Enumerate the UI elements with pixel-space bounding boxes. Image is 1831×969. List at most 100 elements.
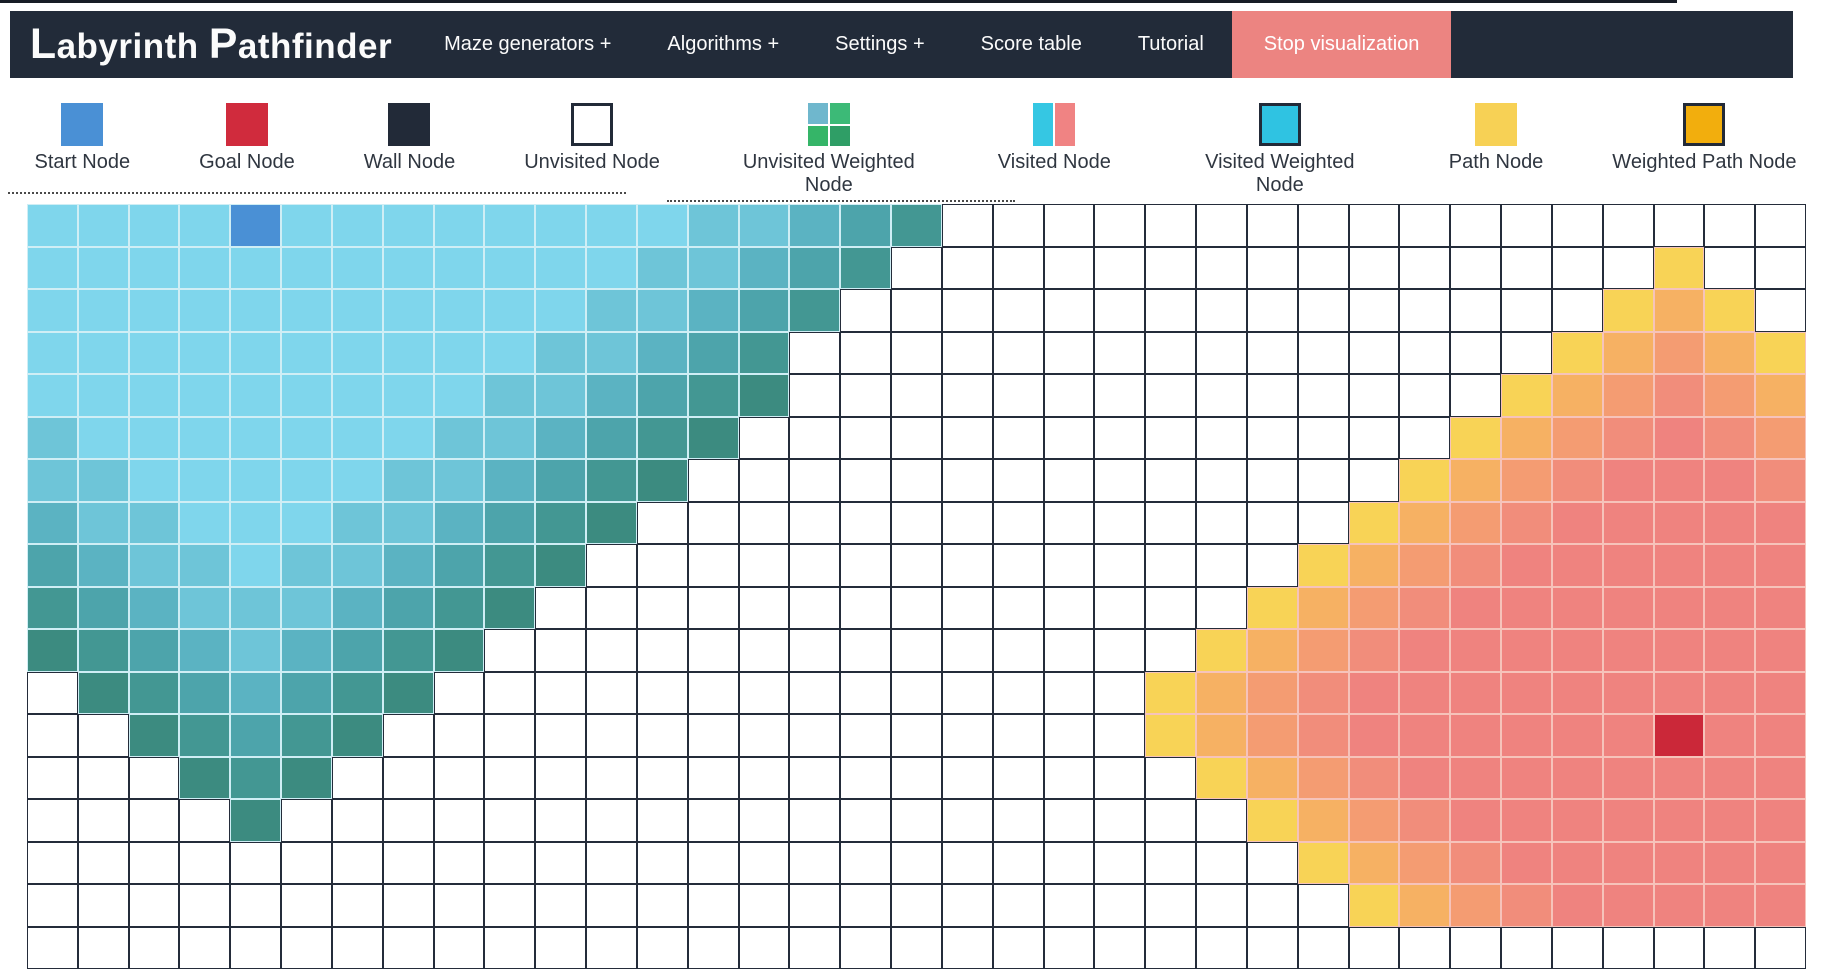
visited-cell[interactable] xyxy=(1755,714,1806,757)
unvisited-cell[interactable] xyxy=(1501,247,1552,290)
unvisited-cell[interactable] xyxy=(942,332,993,375)
unvisited-cell[interactable] xyxy=(637,629,688,672)
visited-cell[interactable] xyxy=(637,204,688,247)
visited-cell[interactable] xyxy=(1399,672,1450,715)
unvisited-cell[interactable] xyxy=(840,502,891,545)
unvisited-cell[interactable] xyxy=(1145,757,1196,800)
unvisited-cell[interactable] xyxy=(637,714,688,757)
unvisited-cell[interactable] xyxy=(1247,842,1298,885)
unvisited-cell[interactable] xyxy=(688,927,739,969)
visited-cell[interactable] xyxy=(1450,587,1501,630)
unvisited-cell[interactable] xyxy=(1755,247,1806,290)
unvisited-cell[interactable] xyxy=(1094,672,1145,715)
unvisited-cell[interactable] xyxy=(1298,502,1349,545)
unvisited-cell[interactable] xyxy=(789,714,840,757)
unvisited-cell[interactable] xyxy=(1196,799,1247,842)
visited-cell[interactable] xyxy=(1552,884,1603,927)
visited-cell[interactable] xyxy=(1501,459,1552,502)
visited-cell[interactable] xyxy=(27,247,78,290)
visited-cell[interactable] xyxy=(230,544,281,587)
visited-cell[interactable] xyxy=(129,544,180,587)
visited-cell[interactable] xyxy=(484,544,535,587)
visited-cell[interactable] xyxy=(230,247,281,290)
unvisited-cell[interactable] xyxy=(993,587,1044,630)
visited-cell[interactable] xyxy=(230,332,281,375)
unvisited-cell[interactable] xyxy=(840,714,891,757)
visited-cell[interactable] xyxy=(1654,672,1705,715)
visited-cell[interactable] xyxy=(1399,757,1450,800)
unvisited-cell[interactable] xyxy=(1552,204,1603,247)
unvisited-cell[interactable] xyxy=(993,799,1044,842)
unvisited-cell[interactable] xyxy=(942,459,993,502)
visited-cell[interactable] xyxy=(1654,842,1705,885)
visited-cell[interactable] xyxy=(1501,544,1552,587)
unvisited-cell[interactable] xyxy=(535,799,586,842)
visited-cell[interactable] xyxy=(179,247,230,290)
unvisited-cell[interactable] xyxy=(1094,629,1145,672)
pathfinding-grid[interactable] xyxy=(27,204,1806,969)
visited-cell[interactable] xyxy=(637,247,688,290)
visited-cell[interactable] xyxy=(129,629,180,672)
unvisited-cell[interactable] xyxy=(789,587,840,630)
visited-cell[interactable] xyxy=(1298,714,1349,757)
unvisited-cell[interactable] xyxy=(484,714,535,757)
frontier-cell[interactable] xyxy=(1247,799,1298,842)
unvisited-cell[interactable] xyxy=(1145,204,1196,247)
unvisited-cell[interactable] xyxy=(332,884,383,927)
unvisited-cell[interactable] xyxy=(1145,417,1196,460)
visited-cell[interactable] xyxy=(586,204,637,247)
unvisited-cell[interactable] xyxy=(1399,417,1450,460)
unvisited-cell[interactable] xyxy=(179,842,230,885)
visited-cell[interactable] xyxy=(434,459,485,502)
visited-cell[interactable] xyxy=(1501,587,1552,630)
unvisited-cell[interactable] xyxy=(129,757,180,800)
unvisited-cell[interactable] xyxy=(78,799,129,842)
visited-cell[interactable] xyxy=(789,247,840,290)
unvisited-cell[interactable] xyxy=(1145,884,1196,927)
unvisited-cell[interactable] xyxy=(1603,204,1654,247)
unvisited-cell[interactable] xyxy=(891,927,942,969)
unvisited-cell[interactable] xyxy=(1654,927,1705,969)
frontier-cell[interactable] xyxy=(1145,714,1196,757)
visited-frontier-cell[interactable] xyxy=(535,544,586,587)
nav-item-settings[interactable]: Settings + xyxy=(807,11,953,78)
visited-cell[interactable] xyxy=(1196,672,1247,715)
unvisited-cell[interactable] xyxy=(1094,927,1145,969)
visited-cell[interactable] xyxy=(179,714,230,757)
unvisited-cell[interactable] xyxy=(1196,459,1247,502)
unvisited-cell[interactable] xyxy=(1450,374,1501,417)
visited-cell[interactable] xyxy=(586,289,637,332)
unvisited-cell[interactable] xyxy=(1247,289,1298,332)
unvisited-cell[interactable] xyxy=(535,927,586,969)
unvisited-cell[interactable] xyxy=(1044,417,1095,460)
visited-cell[interactable] xyxy=(1552,459,1603,502)
unvisited-cell[interactable] xyxy=(993,842,1044,885)
unvisited-cell[interactable] xyxy=(789,629,840,672)
unvisited-cell[interactable] xyxy=(1399,374,1450,417)
visited-cell[interactable] xyxy=(1196,714,1247,757)
unvisited-cell[interactable] xyxy=(586,544,637,587)
visited-cell[interactable] xyxy=(78,374,129,417)
unvisited-cell[interactable] xyxy=(1094,374,1145,417)
unvisited-cell[interactable] xyxy=(688,799,739,842)
unvisited-cell[interactable] xyxy=(434,842,485,885)
unvisited-cell[interactable] xyxy=(1450,332,1501,375)
visited-cell[interactable] xyxy=(637,332,688,375)
unvisited-cell[interactable] xyxy=(891,842,942,885)
visited-cell[interactable] xyxy=(586,332,637,375)
unvisited-cell[interactable] xyxy=(1094,204,1145,247)
visited-cell[interactable] xyxy=(1552,799,1603,842)
unvisited-cell[interactable] xyxy=(789,332,840,375)
unvisited-cell[interactable] xyxy=(942,672,993,715)
visited-cell[interactable] xyxy=(1399,587,1450,630)
unvisited-cell[interactable] xyxy=(1603,247,1654,290)
visited-cell[interactable] xyxy=(129,502,180,545)
unvisited-cell[interactable] xyxy=(129,842,180,885)
unvisited-cell[interactable] xyxy=(1247,502,1298,545)
visited-cell[interactable] xyxy=(281,204,332,247)
visited-cell[interactable] xyxy=(129,587,180,630)
unvisited-cell[interactable] xyxy=(1044,927,1095,969)
unvisited-cell[interactable] xyxy=(1552,927,1603,969)
visited-cell[interactable] xyxy=(1755,374,1806,417)
unvisited-cell[interactable] xyxy=(840,629,891,672)
